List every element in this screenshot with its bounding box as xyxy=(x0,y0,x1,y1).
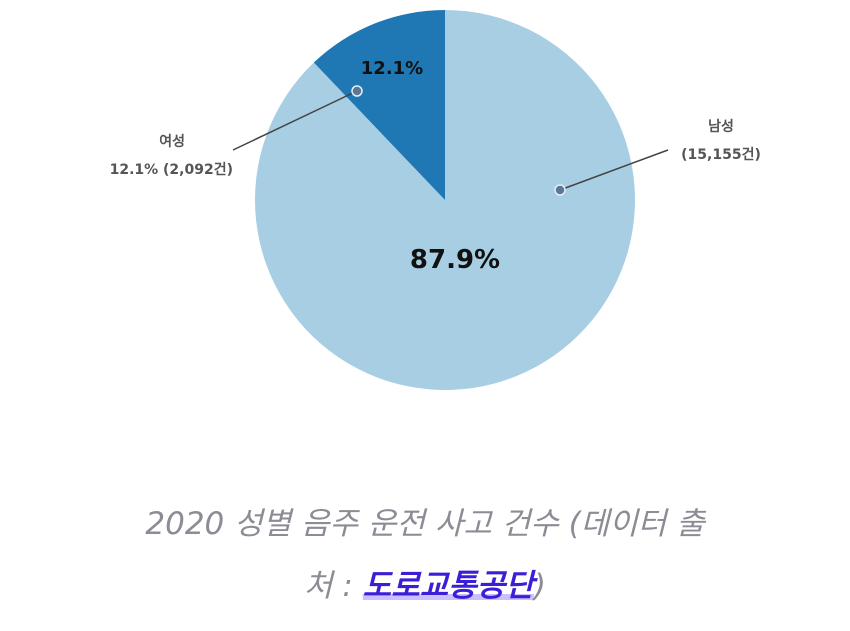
callout-leaders xyxy=(232,85,669,196)
callout-female-name: 여성 xyxy=(159,133,185,150)
callout-male-name: 남성 xyxy=(708,118,734,135)
leader-marker-male xyxy=(554,184,566,196)
callout-male-detail: (15,155건) xyxy=(681,146,761,163)
pie-slices xyxy=(254,10,635,391)
leader-marker-female xyxy=(351,85,363,97)
callout-female-detail: 12.1% (2,092건) xyxy=(110,161,233,178)
leader-line-male xyxy=(559,149,669,191)
pie-chart: 87.9% 12.1% 여성 12.1% (2,092건) 남성 (15,155… xyxy=(110,10,761,391)
slice-percent-label-male: 87.9% xyxy=(410,245,500,275)
slice-percent-label-female: 12.1% xyxy=(361,58,423,79)
chart-caption-line-1: 2020 성별 음주 운전 사고 건수 (데이터 출 xyxy=(145,506,705,542)
pie-slice-male xyxy=(254,10,635,391)
source-link-koroad[interactable]: 도로교통공단 xyxy=(362,568,534,604)
caption-source-prefix: 처 : xyxy=(304,568,363,604)
leader-line-female xyxy=(232,90,358,151)
caption-source-suffix: ) xyxy=(533,568,546,604)
chart-caption-line-2: 처 : 도로교통공단) xyxy=(40,556,810,616)
pie-slice-female xyxy=(313,10,445,200)
